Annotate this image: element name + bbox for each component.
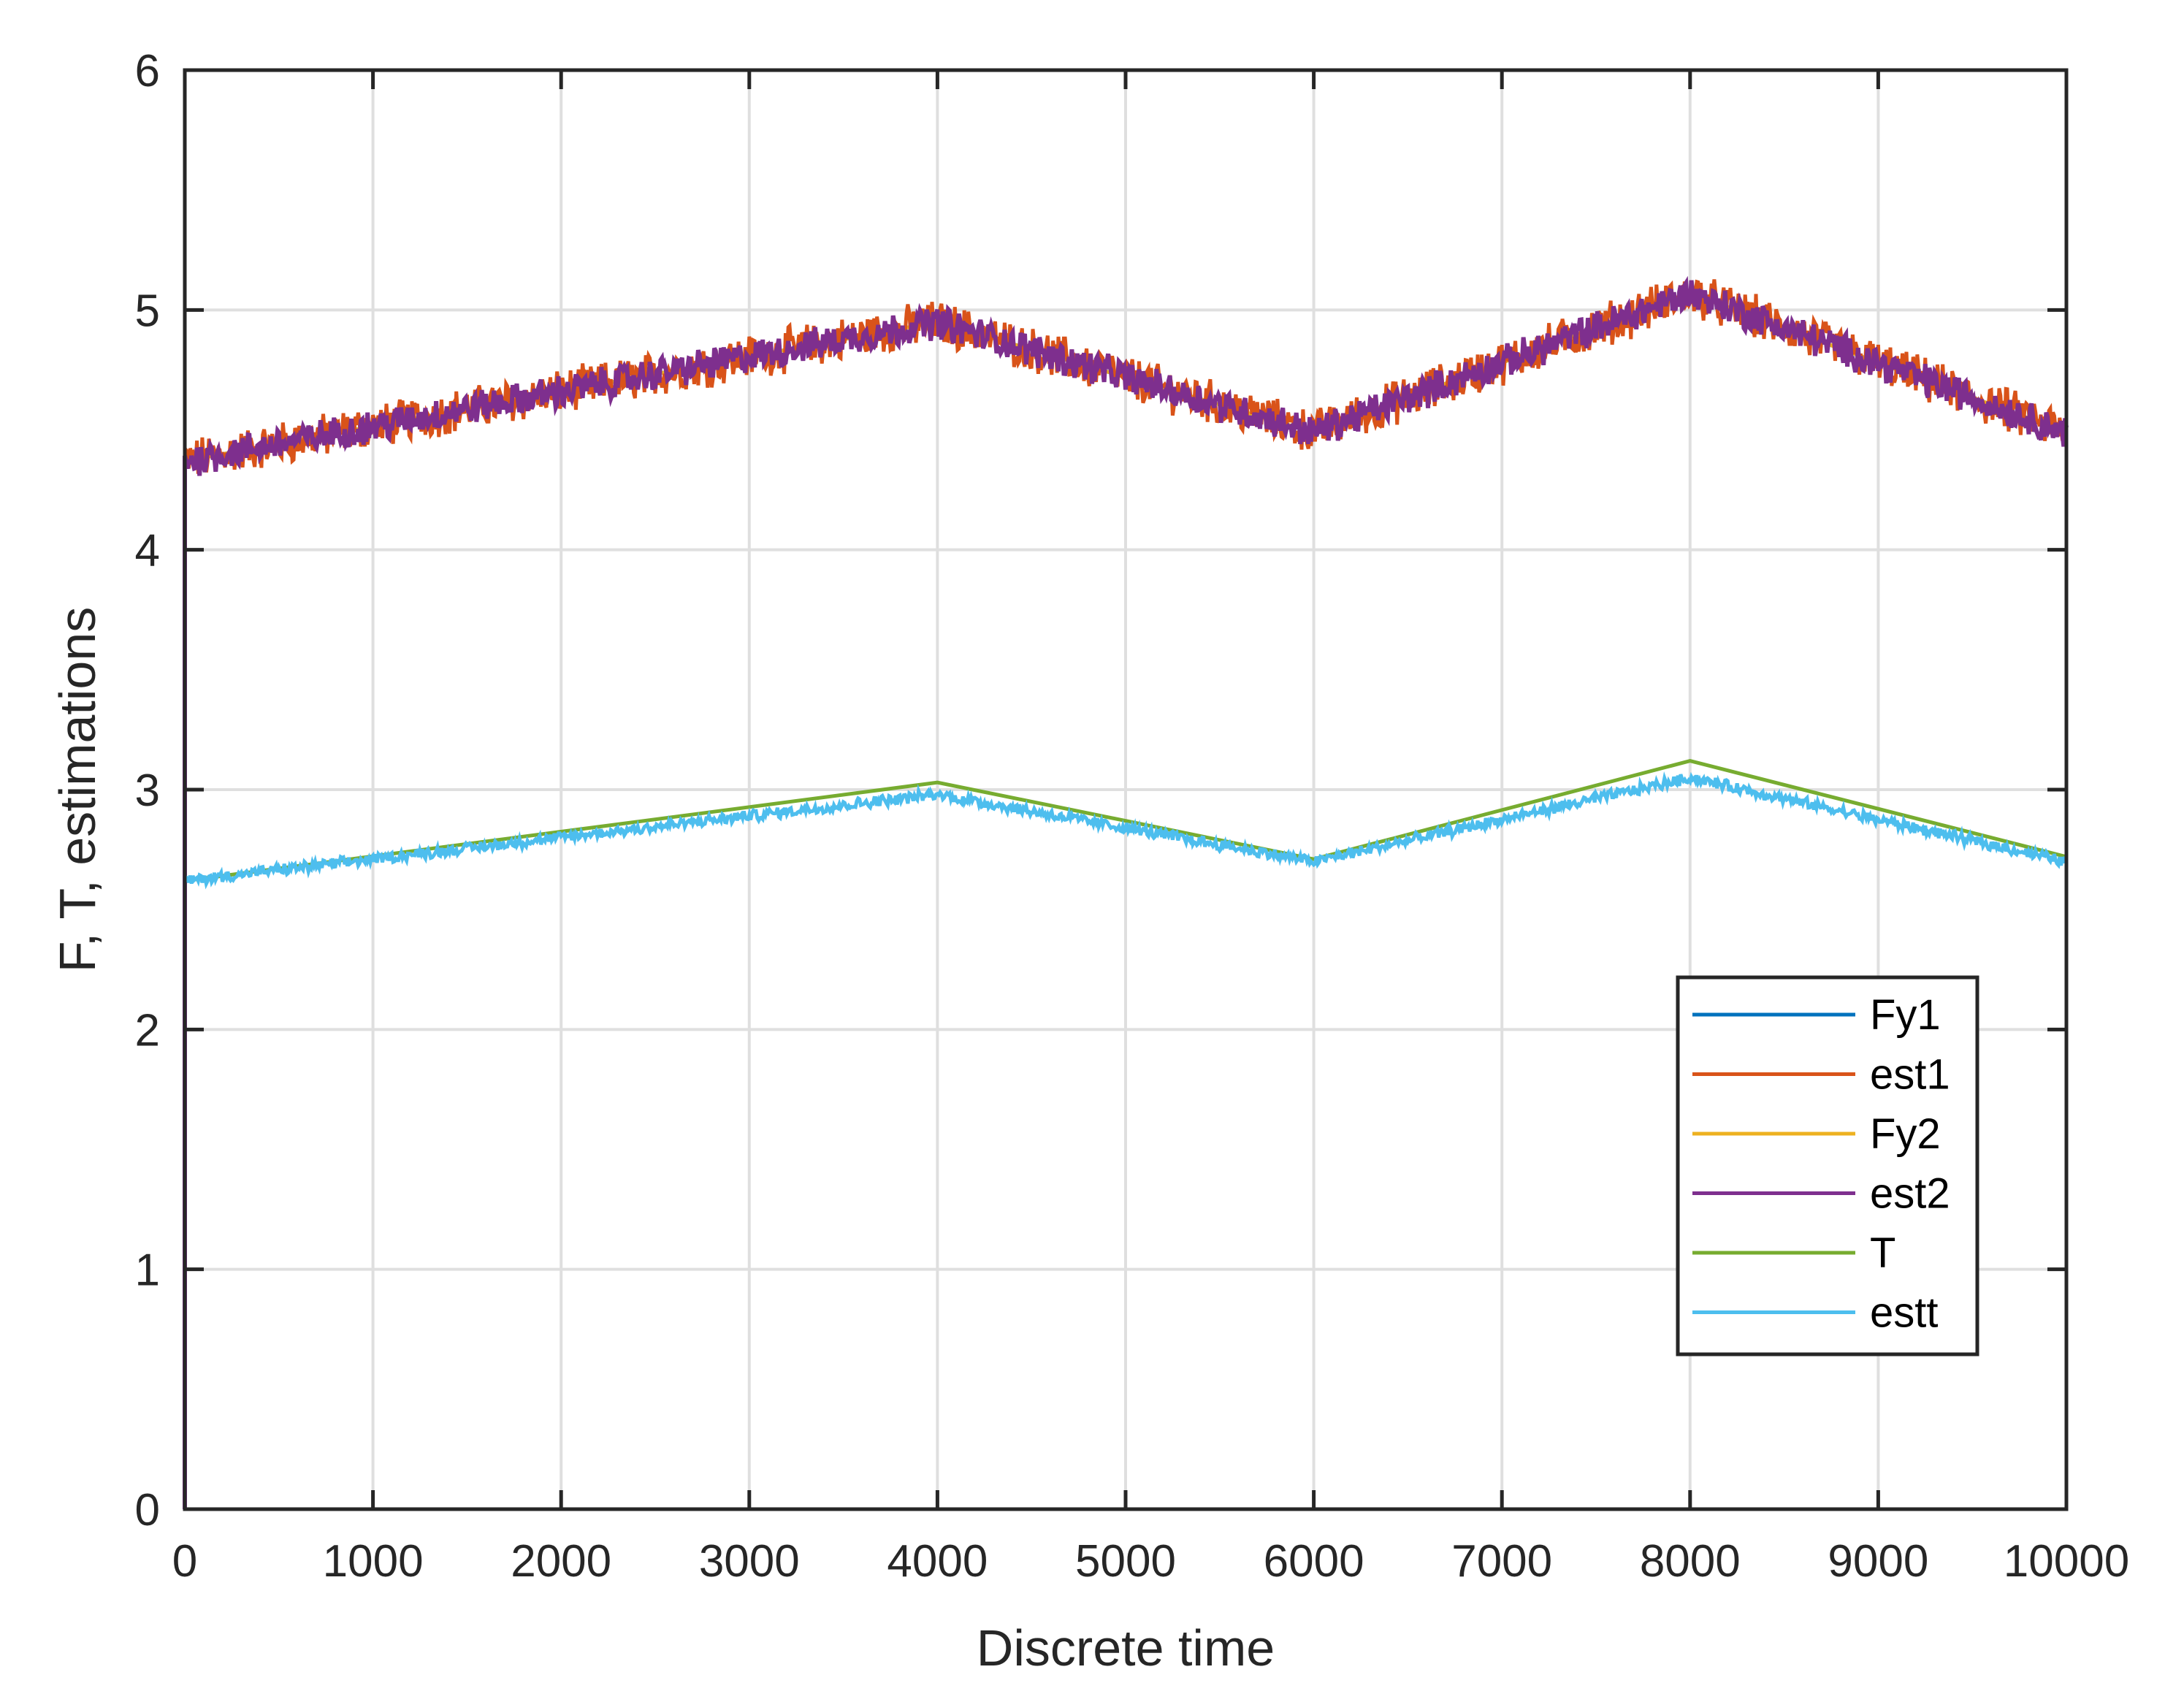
y-tick-label: 6 [135, 46, 160, 96]
legend-label-est1: est1 [1870, 1051, 1950, 1099]
legend-label-t: T [1870, 1229, 1895, 1277]
y-tick-label: 4 [135, 526, 160, 576]
x-tick-label: 5000 [1075, 1536, 1176, 1587]
y-axis-label: F, T, estimations [49, 607, 106, 973]
legend-box [1676, 975, 1979, 1356]
x-axis-label: Discrete time [977, 1619, 1275, 1676]
x-tick-label: 7000 [1451, 1536, 1552, 1587]
x-tick-label: 9000 [1828, 1536, 1928, 1587]
x-tick-label: 8000 [1640, 1536, 1741, 1587]
series-line-estt [183, 771, 2069, 1509]
legend-label-est2: est2 [1870, 1170, 1950, 1218]
y-tick-label: 3 [135, 766, 160, 816]
x-tick-label: 2000 [511, 1536, 611, 1587]
y-axis-ticks: 0 1 2 3 4 5 6 [135, 46, 2066, 1535]
x-axis-ticks: 0 1000 2000 3000 4000 5000 6000 7000 8000 9000 100… [172, 70, 2129, 1587]
y-tick-label: 0 [135, 1485, 160, 1535]
y-tick-label: 2 [135, 1005, 160, 1056]
legend-label-fy1: Fy1 [1870, 991, 1941, 1039]
x-tick-label: 3000 [699, 1536, 800, 1587]
x-tick-label: 1000 [323, 1536, 424, 1587]
data-series [183, 275, 2069, 1509]
x-tick-label: 6000 [1264, 1536, 1364, 1587]
y-tick-label: 1 [135, 1245, 160, 1296]
x-tick-label: 4000 [887, 1536, 988, 1587]
x-tick-label: 10000 [2004, 1536, 2129, 1587]
y-tick-label: 5 [135, 286, 160, 336]
series-line-est2 [183, 275, 2069, 1509]
legend-label-fy2: Fy2 [1870, 1110, 1941, 1158]
x-tick-label: 0 [172, 1536, 197, 1587]
legend-label-estt: estt [1870, 1289, 1939, 1337]
